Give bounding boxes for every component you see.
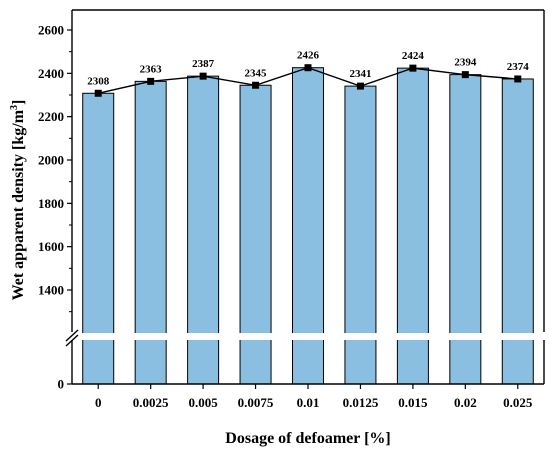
data-point	[514, 75, 522, 83]
x-tick-label: 0.005	[188, 395, 218, 410]
bar	[82, 92, 115, 385]
data-point	[356, 82, 364, 90]
data-label: 2341	[349, 68, 371, 80]
x-tick-label: 0.0025	[133, 395, 169, 410]
data-label: 2374	[507, 61, 530, 73]
data-label: 2363	[140, 63, 163, 75]
data-point	[409, 64, 417, 72]
data-labels-group: 2308 2363 2387 2345 2426 2341 2424 2394 2374	[87, 50, 529, 88]
data-label: 2426	[297, 50, 320, 62]
data-label: 2387	[192, 58, 215, 70]
data-point	[252, 81, 260, 89]
data-point	[199, 72, 207, 80]
x-tick-label: 0	[95, 395, 102, 410]
x-axis-title: Dosage of defoamer [%]	[225, 430, 390, 447]
x-tick-label: 0.02	[454, 395, 477, 410]
series-line-group	[94, 64, 522, 97]
axis-break-mark	[65, 329, 79, 342]
y-tick-label: 0	[58, 377, 65, 392]
y-tick-label: 1600	[38, 239, 64, 254]
x-tick-label: 0.0075	[238, 395, 274, 410]
data-label: 2394	[454, 57, 477, 69]
data-point	[304, 64, 312, 72]
data-label: 2345	[245, 67, 268, 79]
data-point	[147, 77, 155, 85]
y-tick-label: 2600	[38, 23, 64, 38]
data-point	[94, 89, 102, 97]
y-tick-label: 1400	[38, 283, 64, 298]
data-label: 2308	[87, 75, 110, 87]
x-tick-label: 0.01	[297, 395, 320, 410]
y-tick-label: 1800	[38, 196, 64, 211]
x-ticks-group: 0 0.0025 0.005 0.0075 0.01 0.0125 0.015 0.02 0.0…	[95, 384, 533, 410]
x-tick-label: 0.015	[398, 395, 428, 410]
y-axis-title: Wet apparent density [kg/m3]	[9, 100, 27, 301]
y-axis-title-sup: 3	[9, 105, 20, 110]
y-tick-label: 2000	[38, 153, 64, 168]
data-label: 2424	[402, 50, 425, 62]
y-tick-label: 2400	[38, 66, 64, 81]
x-tick-label: 0.0125	[343, 395, 379, 410]
axis-break-band	[74, 333, 542, 340]
data-point	[461, 71, 469, 79]
y-axis-title-end: ]	[10, 100, 27, 105]
x-tick-label: 0.025	[503, 395, 533, 410]
y-axis-title-main: Wet apparent density [kg/m	[10, 109, 27, 300]
y-ticks-group: 0 1400 1600 1800 2000 2200 2400 2600	[38, 23, 72, 392]
bar	[449, 74, 482, 385]
y-tick-label: 2200	[38, 109, 64, 124]
